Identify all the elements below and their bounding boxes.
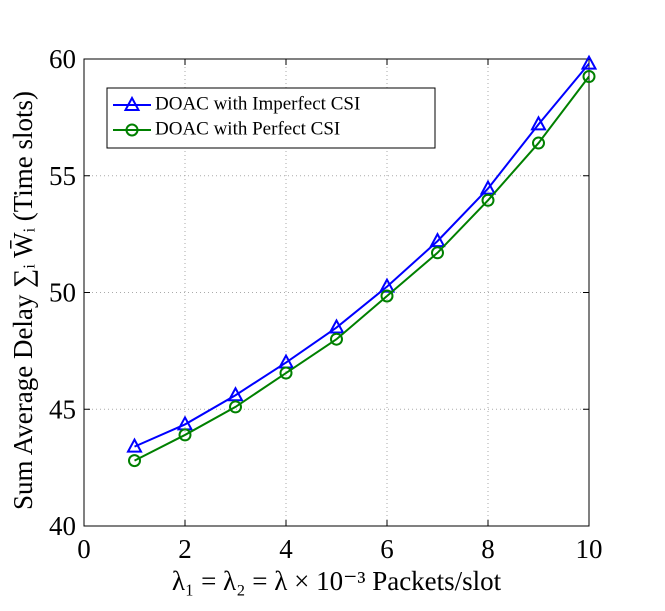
data-marker (582, 70, 596, 84)
data-marker (178, 428, 192, 442)
y-axis-label: Sum Average Delay ∑ᵢ W̄ᵢ (Time slots) (8, 91, 38, 510)
data-marker (330, 332, 343, 346)
data-marker (328, 318, 345, 334)
data-marker (580, 54, 598, 70)
y-tick-label: 45 (49, 394, 76, 424)
x-axis-label: λ₁ = λ₂ = λ × 10⁻³ Packets/slot (172, 566, 502, 596)
data-marker (479, 179, 497, 195)
x-tick-label: 2 (178, 534, 192, 564)
data-marker (126, 437, 143, 453)
y-tick-label: 55 (49, 161, 76, 191)
y-tick-label: 40 (49, 511, 76, 541)
plot-frame (83, 58, 590, 527)
data-marker (229, 400, 242, 414)
data-marker (429, 232, 446, 248)
data-marker (279, 366, 293, 380)
data-marker (481, 193, 495, 207)
data-marker (431, 246, 444, 260)
x-tick-label: 0 (77, 534, 91, 564)
data-marker (530, 115, 547, 131)
legend: DOAC with Imperfect CSI DOAC with Perfect… (106, 87, 436, 149)
data-marker (128, 454, 141, 468)
x-tick-label: 6 (380, 534, 394, 564)
data-marker (227, 386, 244, 402)
data-marker (380, 289, 394, 303)
legend-box (106, 87, 436, 149)
legend-label: DOAC with Perfect CSI (155, 118, 340, 139)
data-marker (532, 136, 545, 150)
x-tick-label: 4 (279, 534, 293, 564)
y-tick-label: 60 (49, 44, 76, 74)
legend-label: DOAC with Imperfect CSI (155, 93, 360, 114)
legend-marker (123, 95, 141, 111)
x-tick-label: 8 (481, 534, 495, 564)
x-tick-label: 10 (576, 534, 603, 564)
data-marker (378, 277, 396, 293)
y-tick-label: 50 (49, 278, 76, 308)
series-line (134, 75, 590, 462)
legend-marker (125, 123, 139, 137)
series-line (134, 63, 590, 448)
